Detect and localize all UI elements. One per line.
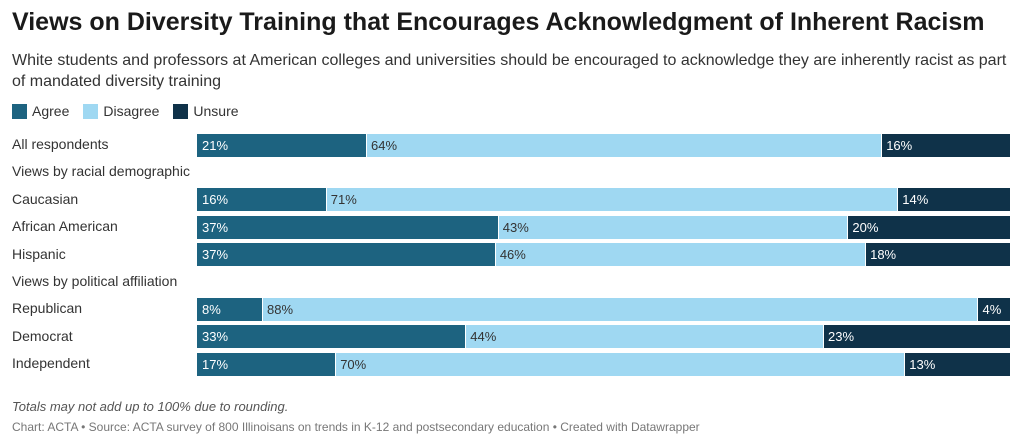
legend-swatch-agree	[12, 103, 27, 119]
bar-segment-disagree	[366, 133, 882, 157]
data-label-agree: 17%	[202, 356, 229, 372]
data-label-agree: 37%	[202, 247, 229, 263]
bar-segment-agree	[197, 215, 498, 239]
data-label-unsure: 13%	[909, 356, 936, 372]
data-label-agree: 8%	[202, 301, 221, 317]
legend: Agree Disagree Unsure	[12, 103, 253, 119]
data-label-disagree: 46%	[499, 247, 526, 263]
bar-segment-disagree	[494, 243, 866, 267]
legend-label-unsure: Unsure	[193, 103, 239, 119]
legend-swatch-disagree	[83, 103, 99, 119]
bar-segment-disagree	[335, 352, 905, 376]
group-heading: Views by political affiliation	[12, 273, 178, 289]
group-heading: Views by racial demographic	[12, 163, 190, 180]
data-label-unsure: 23%	[828, 329, 855, 345]
bar-segment-unsure	[865, 243, 1010, 267]
data-label-disagree: 88%	[267, 301, 294, 317]
bar-segment-agree	[197, 133, 367, 157]
row-label: Republican	[12, 300, 83, 317]
rounding-note: Totals may not add up to 100% due to rou…	[12, 399, 289, 414]
data-label-agree: 33%	[202, 329, 229, 345]
row-label: Caucasian	[12, 190, 79, 207]
data-label-unsure: 20%	[852, 219, 879, 235]
bar-segment-disagree	[465, 325, 823, 349]
data-label-disagree: 71%	[330, 192, 357, 208]
bar-segment-unsure	[977, 297, 1010, 321]
bar-segment-disagree	[325, 188, 898, 212]
bar-segment-agree	[197, 297, 263, 321]
data-label-disagree: 70%	[340, 356, 367, 372]
bar-segment-agree	[197, 188, 326, 212]
bar-segment-disagree	[262, 297, 978, 321]
bar-segment-unsure	[904, 352, 1010, 376]
bar-segment-unsure	[823, 325, 1010, 349]
row-label: Hispanic	[12, 245, 66, 262]
legend-item-disagree: Disagree	[83, 103, 159, 119]
data-label-unsure: 18%	[870, 247, 897, 263]
legend-swatch-unsure	[173, 103, 189, 119]
bar-segment-disagree	[497, 215, 848, 239]
bar-segment-unsure	[897, 188, 1010, 212]
data-label-disagree: 43%	[502, 219, 529, 235]
chart-footer: Chart: ACTA • Source: ACTA survey of 800…	[12, 420, 700, 434]
legend-item-agree: Agree	[12, 103, 69, 119]
data-label-disagree: 44%	[470, 329, 497, 345]
row-label: Democrat	[12, 327, 73, 344]
data-label-agree: 16%	[202, 192, 229, 208]
data-label-agree: 37%	[202, 219, 229, 235]
row-label: African American	[12, 218, 118, 235]
data-label-unsure: 4%	[982, 301, 1002, 317]
bar-segment-unsure	[847, 215, 1010, 239]
row-label: All respondents	[12, 136, 109, 152]
legend-label-disagree: Disagree	[103, 103, 160, 119]
data-label-agree: 21%	[202, 137, 229, 153]
data-label-unsure: 16%	[886, 137, 913, 153]
bar-segment-agree	[197, 352, 336, 376]
bar-segment-unsure	[881, 133, 1010, 157]
chart-subtitle: White students and professors at America…	[12, 52, 1007, 90]
row-label: Independent	[12, 355, 90, 372]
chart-title: Views on Diversity Training that Encoura…	[12, 8, 985, 36]
legend-label-agree: Agree	[32, 103, 70, 119]
bar-segment-agree	[197, 325, 466, 349]
bar-segment-agree	[197, 243, 495, 267]
data-label-unsure: 14%	[902, 192, 929, 208]
data-label-disagree: 64%	[371, 137, 398, 153]
legend-item-unsure: Unsure	[173, 103, 239, 119]
